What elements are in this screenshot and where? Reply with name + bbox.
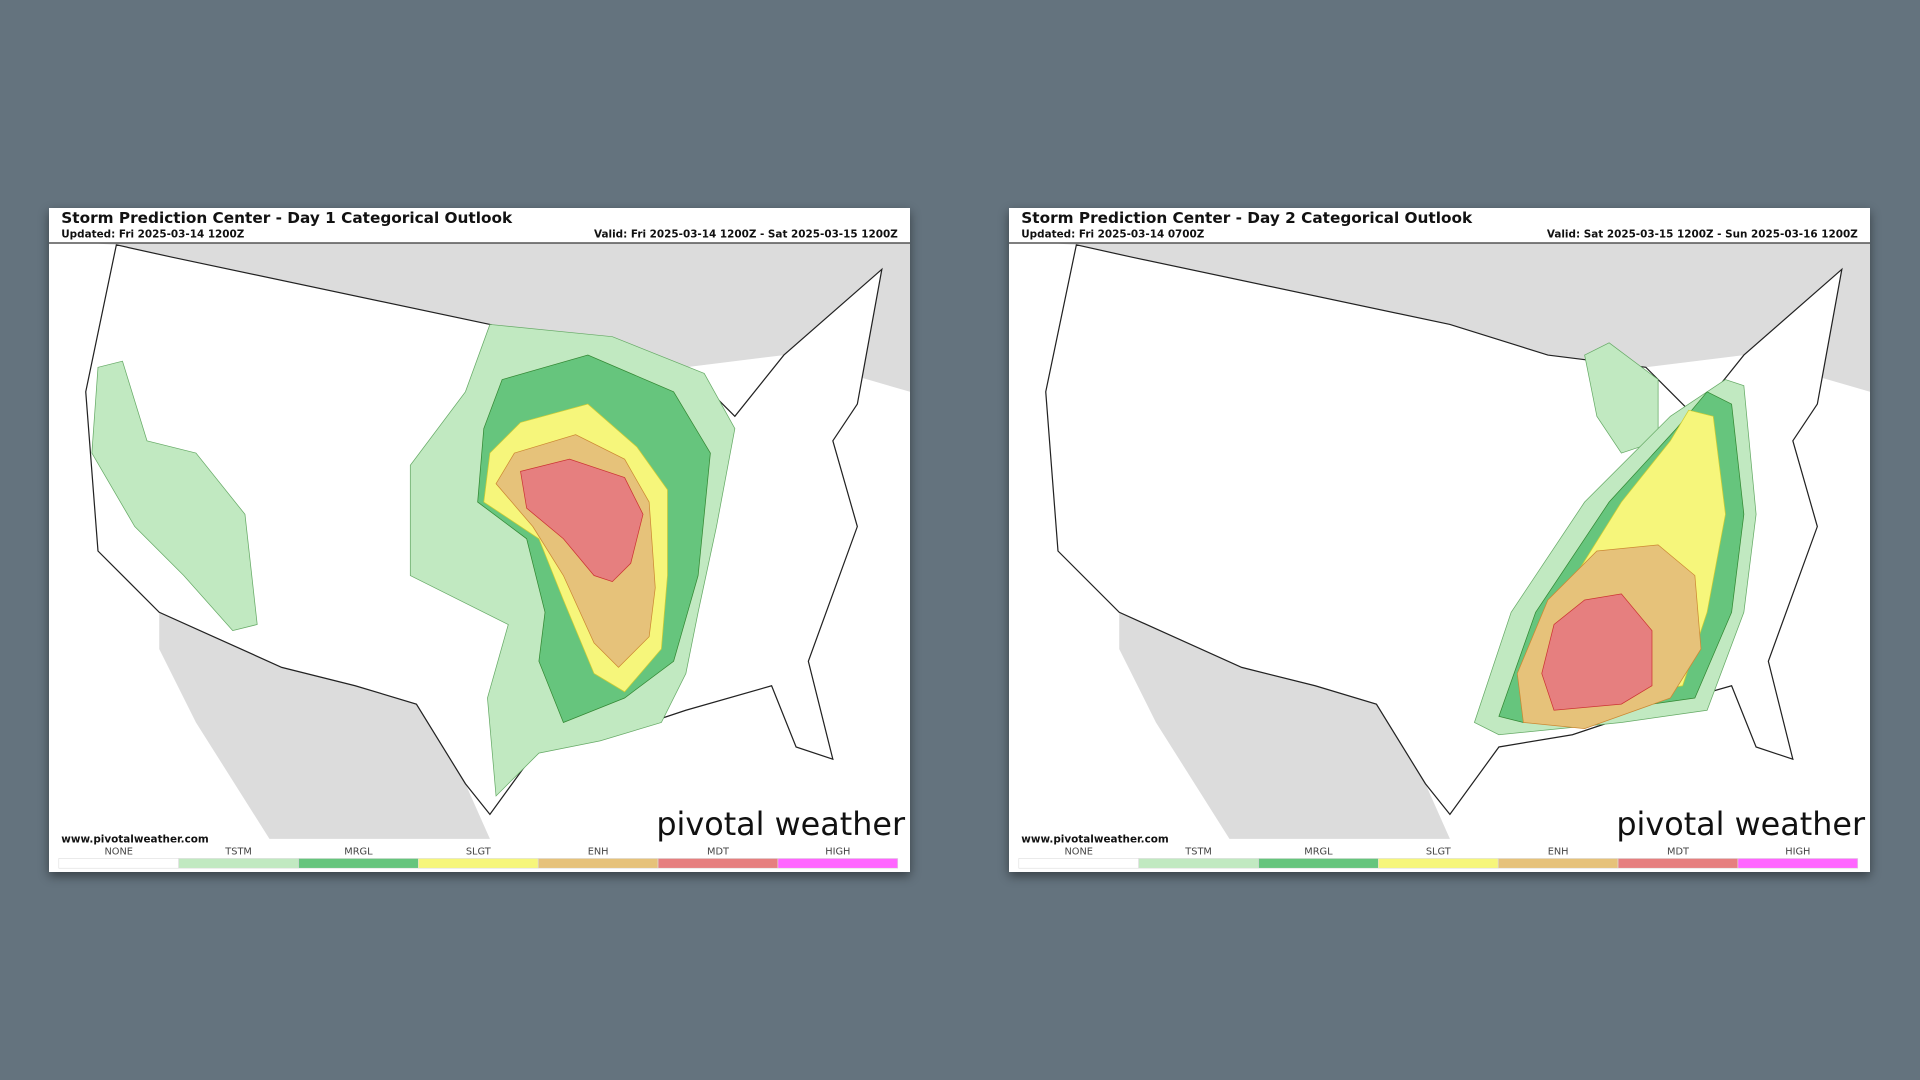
legend-swatch (1138, 858, 1259, 869)
legend-label: MDT (707, 847, 729, 858)
updated: Updated: Fri 2025-03-14 1200Z (61, 228, 245, 240)
legend-label: HIGH (1785, 847, 1810, 858)
legend-swatch (1258, 858, 1379, 869)
map: Storm Prediction Center - Day 1 Categori… (49, 209, 910, 869)
legend-swatch (777, 858, 899, 869)
legend-label: NONE (1064, 847, 1093, 858)
legend-swatch (178, 858, 299, 869)
legend: NONE TSTM MRGL SLGT ENH MDT HIGH (58, 847, 899, 869)
mdt-area (1541, 593, 1653, 711)
legend-label: TSTM (1184, 847, 1212, 858)
title: Storm Prediction Center - Day 2 Categori… (1021, 209, 1473, 227)
legend-swatch (657, 858, 779, 869)
legend-swatch (58, 858, 179, 869)
logo: pivotal weather (1616, 805, 1866, 843)
legend-swatch (418, 858, 539, 869)
outlook-panel: Storm Prediction Center - Day 2 Categori… (1009, 208, 1870, 872)
updated: Updated: Fri 2025-03-14 0700Z (1021, 228, 1205, 240)
legend: NONE TSTM MRGL SLGT ENH MDT HIGH (1018, 847, 1859, 869)
legend-label: SLGT (466, 847, 491, 858)
legend-swatch (1497, 858, 1619, 869)
legend-label: SLGT (1426, 847, 1451, 858)
legend-label: ENH (588, 847, 609, 858)
canada (97, 243, 910, 392)
tstm-area (91, 360, 258, 632)
website: www.pivotalweather.com (61, 834, 209, 846)
logo: pivotal weather (656, 805, 906, 843)
legend-label: TSTM (224, 847, 252, 858)
valid: Valid: Fri 2025-03-14 1200Z - Sat 2025-0… (594, 228, 898, 240)
legend-label: MDT (1667, 847, 1689, 858)
mexico (159, 612, 490, 839)
mexico (1119, 612, 1450, 839)
legend-label: MRGL (344, 847, 373, 858)
legend-swatch (298, 858, 419, 869)
website: www.pivotalweather.com (1021, 834, 1169, 846)
legend-swatch (1617, 858, 1739, 869)
legend-swatch (1018, 858, 1139, 869)
legend-label: MRGL (1304, 847, 1333, 858)
title: Storm Prediction Center - Day 1 Categori… (61, 209, 513, 227)
outlook-panel: Storm Prediction Center - Day 1 Categori… (49, 208, 910, 872)
legend-swatch (1378, 858, 1499, 869)
legend-swatch (1737, 858, 1859, 869)
legend-label: NONE (104, 847, 133, 858)
map: Storm Prediction Center - Day 2 Categori… (1009, 209, 1870, 869)
legend-swatch (537, 858, 659, 869)
canada (1057, 243, 1870, 392)
legend-label: HIGH (825, 847, 850, 858)
mdt-area (520, 458, 644, 583)
legend-label: ENH (1548, 847, 1569, 858)
valid: Valid: Sat 2025-03-15 1200Z - Sun 2025-0… (1547, 228, 1858, 240)
